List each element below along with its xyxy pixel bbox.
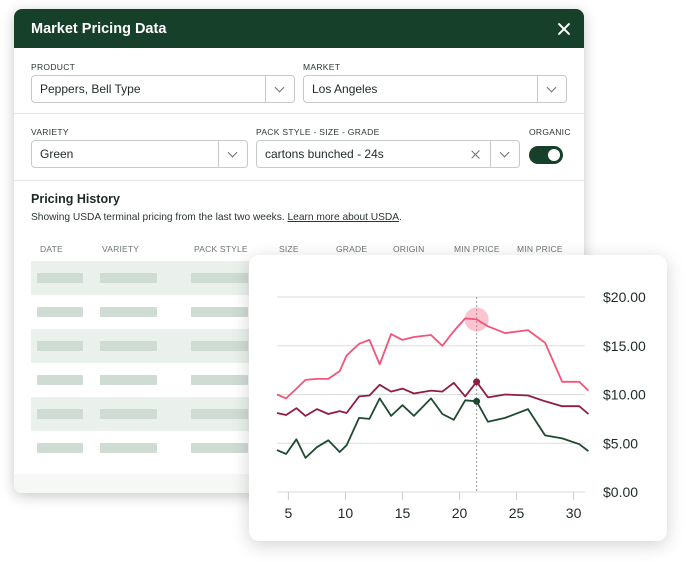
table-row[interactable]: [31, 363, 584, 397]
column-header-grade[interactable]: GRADE: [336, 244, 368, 254]
placeholder-cell: [100, 409, 157, 419]
description-text: Showing USDA terminal pricing from the l…: [31, 212, 285, 223]
pack-style-select[interactable]: cartons bunched - 24s: [256, 140, 520, 168]
variety-label: VARIETY: [31, 127, 69, 137]
clear-icon[interactable]: [471, 149, 481, 159]
filters-divider: [14, 113, 584, 114]
placeholder-cell: [37, 443, 83, 453]
price-chart-card: $20.00 $15.00 $10.00 $5.00 $0.00 5 10 15 20 25 30: [249, 255, 667, 541]
market-value: Los Angeles: [312, 82, 378, 96]
placeholder-cell: [37, 341, 83, 351]
placeholder-cell: [191, 341, 248, 351]
y-tick-label: $10.00: [603, 387, 646, 403]
pricing-history-title: Pricing History: [31, 192, 120, 206]
x-tick-label: 15: [395, 505, 411, 521]
table-row[interactable]: [31, 295, 584, 329]
chevron-down-icon: [274, 82, 285, 93]
column-header-size[interactable]: SIZE: [279, 244, 299, 254]
variety-dropdown-toggle[interactable]: [218, 141, 247, 167]
placeholder-cell: [37, 375, 83, 385]
placeholder-cell: [191, 409, 248, 419]
placeholder-cell: [100, 341, 157, 351]
organic-label: ORGANIC: [529, 127, 571, 137]
placeholder-cell: [100, 273, 157, 283]
column-header-min-price-2[interactable]: MIN PRICE: [517, 244, 563, 254]
y-tick-label: $0.00: [603, 484, 638, 500]
market-dropdown-toggle[interactable]: [537, 76, 566, 102]
placeholder-cell: [100, 375, 157, 385]
learn-more-link[interactable]: Learn more about USDA: [287, 212, 400, 223]
toggle-knob: [548, 149, 560, 161]
x-tick-label: 25: [509, 505, 525, 521]
description-end: .: [399, 212, 402, 223]
placeholder-cell: [191, 443, 248, 453]
section-divider: [14, 180, 584, 181]
hover-marker-dot: [473, 378, 481, 386]
panel-header: Market Pricing Data: [14, 9, 584, 48]
chevron-down-icon: [499, 147, 510, 158]
column-header-origin[interactable]: ORIGIN: [393, 244, 425, 254]
placeholder-cell: [37, 409, 83, 419]
series-line-1: [276, 380, 589, 417]
placeholder-cell: [100, 307, 157, 317]
product-select[interactable]: Peppers, Bell Type: [31, 75, 295, 103]
placeholder-cell: [37, 307, 83, 317]
column-header-pack-style[interactable]: PACK STYLE: [194, 244, 248, 254]
series-line-2: [276, 397, 589, 459]
product-label: PRODUCT: [31, 62, 76, 72]
pricing-history-description: Showing USDA terminal pricing from the l…: [31, 212, 402, 223]
x-tick-label: 20: [452, 505, 468, 521]
x-tick-label: 5: [285, 505, 293, 521]
product-dropdown-toggle[interactable]: [265, 76, 294, 102]
series-line-0: [276, 317, 590, 400]
table-row[interactable]: [31, 431, 584, 465]
panel-title: Market Pricing Data: [31, 20, 167, 37]
pack-style-label: PACK STYLE - SIZE - GRADE: [256, 127, 380, 137]
market-select[interactable]: Los Angeles: [303, 75, 567, 103]
column-header-date[interactable]: DATE: [40, 244, 63, 254]
placeholder-cell: [37, 273, 83, 283]
hover-marker-halo: [464, 307, 489, 332]
placeholder-cell: [191, 273, 248, 283]
y-tick-label: $20.00: [603, 289, 646, 305]
hover-marker-dot: [473, 397, 481, 405]
pack-style-dropdown-toggle[interactable]: [490, 141, 519, 167]
placeholder-cell: [100, 443, 157, 453]
organic-toggle[interactable]: [529, 146, 563, 164]
chevron-down-icon: [546, 82, 557, 93]
market-label: MARKET: [303, 62, 341, 72]
pack-style-value: cartons bunched - 24s: [265, 147, 384, 161]
close-icon[interactable]: [556, 21, 572, 37]
x-tick-label: 30: [566, 505, 582, 521]
y-tick-label: $15.00: [603, 338, 646, 354]
chevron-down-icon: [227, 147, 238, 158]
placeholder-cell: [191, 307, 248, 317]
column-header-variety[interactable]: VARIETY: [102, 244, 140, 254]
price-chart: $20.00 $15.00 $10.00 $5.00 $0.00 5 10 15 20 25 30: [276, 289, 646, 521]
product-value: Peppers, Bell Type: [40, 82, 141, 96]
placeholder-cell: [191, 375, 248, 385]
variety-value: Green: [40, 147, 74, 161]
y-tick-label: $5.00: [603, 435, 638, 451]
column-header-min-price[interactable]: MIN PRICE: [454, 244, 500, 254]
x-tick-label: 10: [338, 505, 354, 521]
variety-select[interactable]: Green: [31, 140, 248, 168]
